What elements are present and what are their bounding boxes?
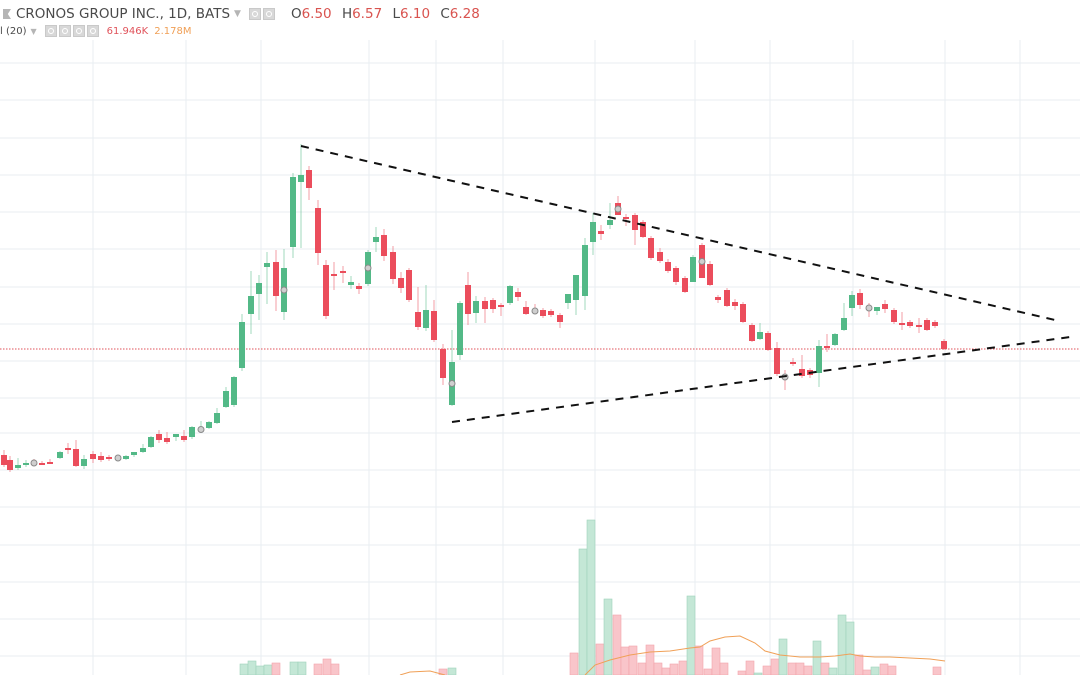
- volume-bars: [239, 519, 942, 675]
- volume-ma-value: 2.178M: [154, 25, 192, 37]
- volume-value: 61.946K: [106, 25, 149, 37]
- high-value: 6.57: [352, 6, 383, 22]
- volume-ma-line: [399, 635, 946, 675]
- settings-icon[interactable]: [58, 25, 71, 37]
- open-label: O: [290, 6, 302, 22]
- ohlc-values: O6.50 H6.57 L6.10 C6.28: [285, 6, 480, 22]
- flag-icon[interactable]: [3, 9, 11, 19]
- upper-resistance-line[interactable]: [300, 145, 1056, 321]
- add-icon[interactable]: [72, 25, 85, 37]
- close-value: 6.28: [449, 6, 480, 22]
- candlesticks: [1, 144, 947, 472]
- open-value: 6.50: [301, 6, 332, 22]
- volume-legend: l (20) ▼ 61.946K 2.178M: [0, 23, 191, 39]
- visibility-icon[interactable]: [248, 8, 261, 20]
- chart-grid: [0, 40, 1080, 675]
- visibility-icon[interactable]: [44, 25, 57, 37]
- low-label: L: [392, 6, 400, 22]
- chevron-down-icon[interactable]: ▼: [30, 26, 37, 36]
- chart-legend: CRONOS GROUP INC., 1D, BATS ▼ O6.50 H6.5…: [0, 4, 480, 24]
- lower-support-line[interactable]: [451, 336, 1071, 423]
- volume-indicator-label[interactable]: l (20): [0, 25, 27, 37]
- chevron-down-icon[interactable]: ▼: [234, 9, 241, 19]
- high-label: H: [341, 6, 353, 22]
- close-label: C: [440, 6, 450, 22]
- close-icon[interactable]: [86, 25, 99, 37]
- symbol-title[interactable]: CRONOS GROUP INC., 1D, BATS: [16, 6, 231, 22]
- settings-icon[interactable]: [262, 8, 275, 20]
- low-value: 6.10: [399, 6, 431, 22]
